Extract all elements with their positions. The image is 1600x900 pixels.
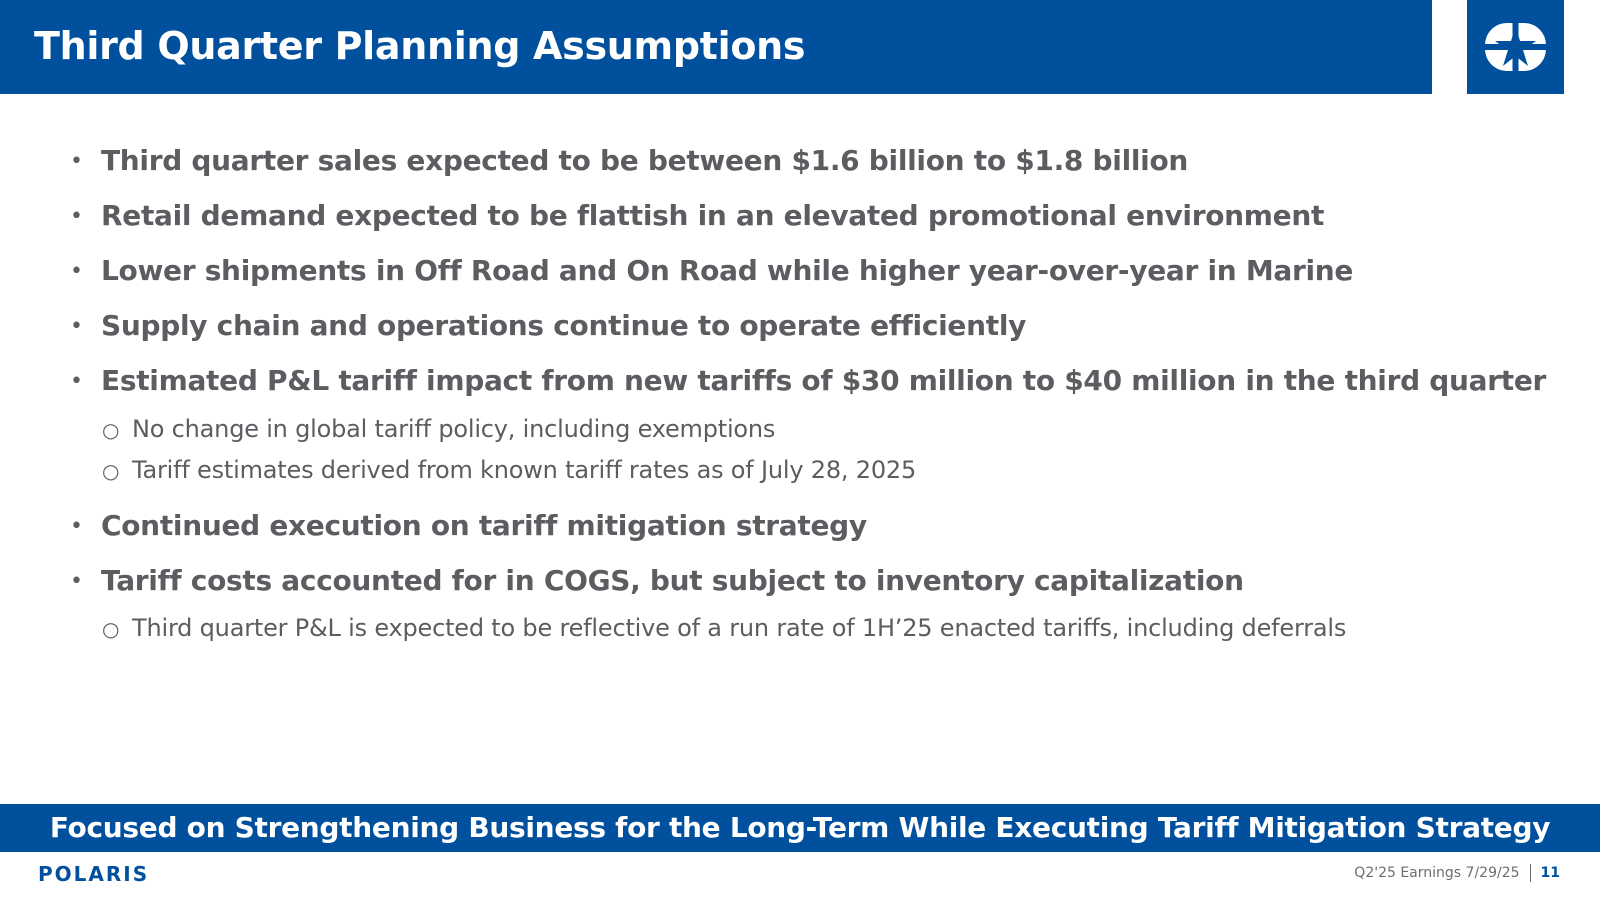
sub-bullet-text: Third quarter P&L is expected to be refl…: [132, 614, 1347, 642]
page-number: 11: [1540, 865, 1560, 881]
bullet-item: • Third quarter sales expected to be betw…: [70, 143, 1188, 180]
bullet-text: Supply chain and operations continue to …: [101, 309, 1027, 342]
bullet-dot-icon: •: [70, 259, 83, 284]
bullet-dot-icon: •: [70, 204, 83, 229]
bullet-text: Continued execution on tariff mitigation…: [101, 509, 867, 542]
footer-meta: Q2'25 Earnings 7/29/25 11: [1354, 864, 1560, 882]
bullet-dot-icon: •: [70, 514, 83, 539]
polaris-wordmark-logo: POLARIS: [38, 864, 149, 884]
bullet-dot-icon: •: [70, 569, 83, 594]
bullet-item: • Retail demand expected to be flattish i…: [70, 198, 1324, 235]
bullet-dot-icon: •: [70, 369, 83, 394]
bullet-item: • Lower shipments in Off Road and On Road…: [70, 253, 1353, 290]
title-bar: Third Quarter Planning Assumptions: [0, 0, 1432, 94]
sub-bullet-text: No change in global tariff policy, inclu…: [132, 415, 776, 443]
polaris-star-icon: [1481, 17, 1550, 77]
bullet-text: Tariff costs accounted for in COGS, but …: [101, 564, 1244, 597]
bullet-text: Retail demand expected to be flattish in…: [101, 199, 1325, 232]
bullet-item: • Continued execution on tariff mitigatio…: [70, 508, 867, 545]
bullet-text: Third quarter sales expected to be betwe…: [101, 144, 1189, 177]
bullet-text: Estimated P&L tariff impact from new tar…: [101, 364, 1547, 397]
page-title: Third Quarter Planning Assumptions: [34, 24, 806, 68]
sub-bullet-ring-icon: ○: [102, 459, 120, 483]
footer-divider: [1529, 864, 1531, 882]
bullet-dot-icon: •: [70, 314, 83, 339]
bullet-text: Lower shipments in Off Road and On Road …: [101, 254, 1354, 287]
bottom-banner: Focused on Strengthening Business for th…: [0, 804, 1600, 852]
logo-box: [1467, 0, 1564, 94]
bullet-dot-icon: •: [70, 149, 83, 174]
sub-bullet-text: Tariff estimates derived from known tari…: [132, 456, 917, 484]
bullet-item: • Supply chain and operations continue to…: [70, 308, 1026, 345]
bullet-item: • Tariff costs accounted for in COGS, but…: [70, 563, 1244, 600]
sub-bullet-item: ○ No change in global tariff policy, incl…: [102, 413, 775, 446]
banner-text: Focused on Strengthening Business for th…: [49, 811, 1551, 844]
footer-date: Q2'25 Earnings 7/29/25: [1354, 865, 1520, 881]
bullet-item: • Estimated P&L tariff impact from new ta…: [70, 363, 1546, 400]
sub-bullet-ring-icon: ○: [102, 617, 120, 641]
sub-bullet-ring-icon: ○: [102, 418, 120, 442]
sub-bullet-item: ○ Tariff estimates derived from known tar…: [102, 454, 916, 487]
sub-bullet-item: ○ Third quarter P&L is expected to be ref…: [102, 612, 1346, 645]
footer-brand: POLARIS: [38, 864, 149, 884]
